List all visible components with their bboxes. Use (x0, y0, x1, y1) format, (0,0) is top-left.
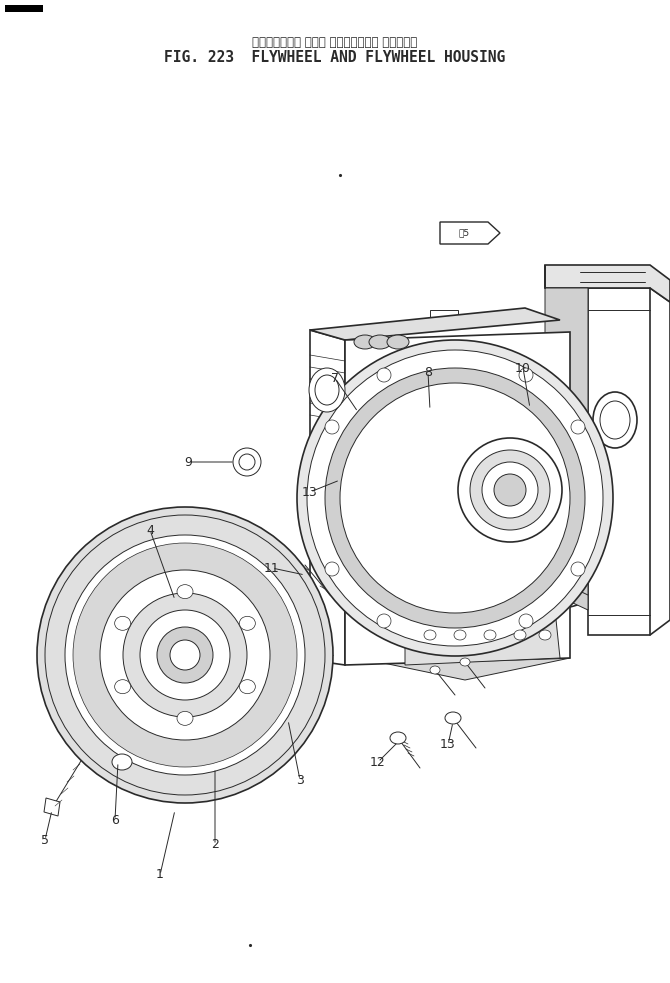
Ellipse shape (539, 630, 551, 640)
Ellipse shape (325, 368, 585, 628)
Polygon shape (270, 552, 295, 758)
Ellipse shape (460, 658, 470, 666)
Ellipse shape (519, 614, 533, 628)
Ellipse shape (593, 392, 637, 448)
Ellipse shape (239, 616, 255, 630)
Ellipse shape (297, 340, 613, 656)
Bar (580, 480, 622, 500)
Bar (430, 310, 458, 325)
Text: 9: 9 (184, 455, 192, 469)
Text: フライホイール および フライホイール ハウジング: フライホイール および フライホイール ハウジング (253, 35, 417, 48)
Polygon shape (440, 222, 500, 244)
Text: 3: 3 (296, 774, 304, 786)
Ellipse shape (454, 630, 466, 640)
Ellipse shape (340, 383, 570, 613)
Ellipse shape (112, 754, 132, 770)
Text: 10: 10 (515, 362, 531, 375)
Ellipse shape (387, 335, 409, 349)
Ellipse shape (458, 438, 562, 542)
Ellipse shape (123, 593, 247, 717)
Ellipse shape (424, 630, 436, 640)
Polygon shape (345, 632, 570, 680)
Ellipse shape (325, 420, 339, 434)
Text: 1: 1 (156, 869, 164, 882)
Ellipse shape (115, 679, 131, 694)
Ellipse shape (140, 610, 230, 700)
Ellipse shape (494, 474, 526, 506)
Ellipse shape (377, 368, 391, 382)
Text: 7: 7 (331, 372, 339, 384)
Ellipse shape (445, 712, 461, 724)
Polygon shape (310, 330, 345, 665)
Ellipse shape (369, 335, 391, 349)
Text: 6: 6 (111, 814, 119, 827)
Ellipse shape (177, 585, 193, 599)
Ellipse shape (170, 640, 200, 670)
Ellipse shape (233, 448, 261, 476)
Polygon shape (44, 798, 60, 816)
Ellipse shape (519, 368, 533, 382)
Ellipse shape (157, 627, 213, 683)
Text: 次5: 次5 (458, 228, 470, 238)
Ellipse shape (390, 732, 406, 744)
Ellipse shape (177, 712, 193, 725)
Ellipse shape (571, 562, 585, 576)
Ellipse shape (73, 543, 297, 767)
Ellipse shape (65, 535, 305, 775)
Ellipse shape (234, 449, 260, 475)
Polygon shape (345, 332, 570, 665)
Ellipse shape (37, 507, 333, 803)
Polygon shape (390, 430, 520, 580)
Ellipse shape (377, 614, 391, 628)
Ellipse shape (100, 570, 270, 740)
Ellipse shape (571, 420, 585, 434)
Text: 8: 8 (424, 366, 432, 378)
Ellipse shape (514, 630, 526, 640)
Ellipse shape (482, 462, 538, 518)
Ellipse shape (307, 350, 603, 646)
Ellipse shape (470, 450, 550, 530)
Polygon shape (310, 308, 560, 340)
Text: 11: 11 (264, 561, 280, 574)
Bar (5, 5, 43, 12)
Ellipse shape (430, 666, 440, 674)
Ellipse shape (325, 562, 339, 576)
Ellipse shape (354, 335, 376, 349)
Text: 12: 12 (370, 756, 386, 769)
Text: 5: 5 (41, 834, 49, 846)
Polygon shape (588, 288, 670, 635)
Text: FIG. 223  FLYWHEEL AND FLYWHEEL HOUSING: FIG. 223 FLYWHEEL AND FLYWHEEL HOUSING (164, 50, 506, 66)
Ellipse shape (484, 630, 496, 640)
Text: 2: 2 (211, 838, 219, 851)
Ellipse shape (309, 368, 345, 412)
Text: 13: 13 (440, 738, 456, 751)
Text: 4: 4 (146, 524, 154, 537)
Polygon shape (545, 265, 670, 302)
Polygon shape (545, 265, 588, 610)
Ellipse shape (115, 616, 131, 630)
Ellipse shape (239, 679, 255, 694)
Polygon shape (88, 535, 295, 778)
Text: 13: 13 (302, 486, 318, 498)
Polygon shape (405, 610, 560, 665)
